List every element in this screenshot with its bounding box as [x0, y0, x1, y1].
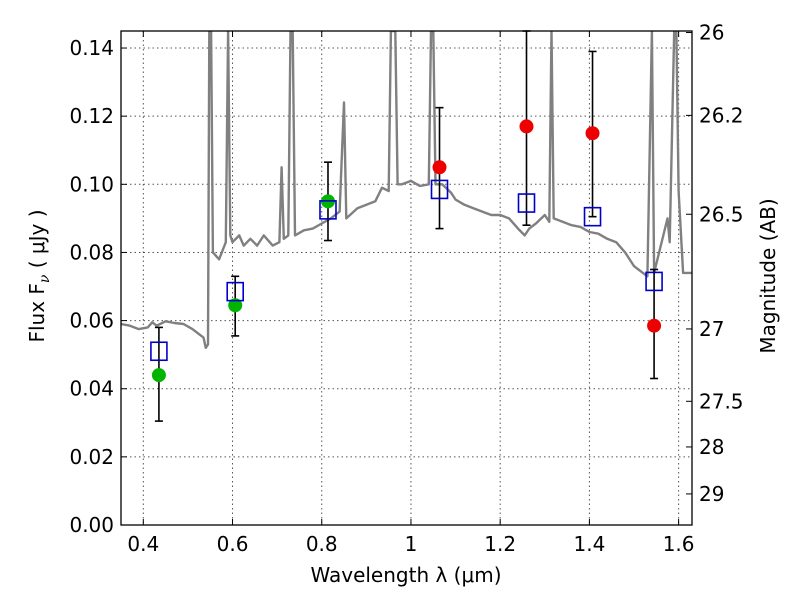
spectrum-line: [121, 31, 692, 349]
x-axis-title: Wavelength λ (μm): [310, 563, 501, 587]
observed-point-red: [432, 160, 447, 175]
observed-point-red: [519, 119, 534, 134]
y2-axis-title: Magnitude (AB): [756, 198, 780, 353]
x-tick-label: 1.4: [573, 532, 605, 556]
y2-tick-label: 26: [699, 21, 724, 45]
y2-tick-label: 29: [699, 482, 724, 506]
y-tick-label: 0.06: [69, 309, 114, 333]
y-tick-label: 0.12: [69, 104, 114, 128]
x-tick-label: 1.6: [663, 532, 695, 556]
model-point: [583, 206, 602, 227]
model-point: [226, 281, 244, 302]
y2-tick-label: 26.2: [699, 103, 744, 127]
observed-point-green: [228, 298, 243, 313]
y-tick-label: 0.02: [69, 445, 114, 469]
model-point: [319, 200, 337, 220]
y-axis-title: Flux Fν ( μJy ): [25, 209, 53, 342]
y2-tick-label: 28: [699, 435, 724, 459]
x-tick-label: 1.2: [484, 532, 516, 556]
observed-point-red: [585, 126, 600, 141]
y-axis-title-main: Flux F: [25, 283, 49, 342]
model-point: [645, 271, 663, 292]
tick-labels: 0.4 0.6 0.8 1 1.2 1.4 1.6 0.00 0.02 0.04 0.06 0.08 0…: [69, 21, 743, 556]
x-tick-label: 0.8: [306, 532, 338, 556]
ticks: [121, 31, 692, 526]
y-tick-label: 0.10: [69, 172, 114, 196]
observed-point-green: [151, 368, 166, 383]
y2-tick-label: 26.5: [699, 202, 744, 226]
y2-tick-label: 27.5: [699, 389, 744, 413]
spectrum: [121, 31, 692, 349]
y-tick-label: 0.04: [69, 377, 114, 401]
x-tick-label: 0.6: [217, 532, 249, 556]
y-tick-label: 0.00: [69, 513, 114, 537]
x-tick-label: 0.4: [127, 532, 159, 556]
plot-frame: [120, 30, 693, 526]
observed-point-red: [647, 318, 662, 333]
y-tick-label: 0.08: [69, 240, 114, 264]
y-axis-title-sub: ν: [37, 274, 53, 283]
y-axis-title-unit: ( μJy ): [25, 209, 49, 274]
y2-tick-label: 27: [699, 317, 724, 341]
x-tick-label: 1: [405, 532, 418, 556]
y-tick-label: 0.14: [69, 36, 114, 60]
model-point: [430, 179, 449, 200]
model-point: [517, 193, 536, 213]
model-point: [150, 341, 168, 362]
model-points: [150, 179, 663, 362]
